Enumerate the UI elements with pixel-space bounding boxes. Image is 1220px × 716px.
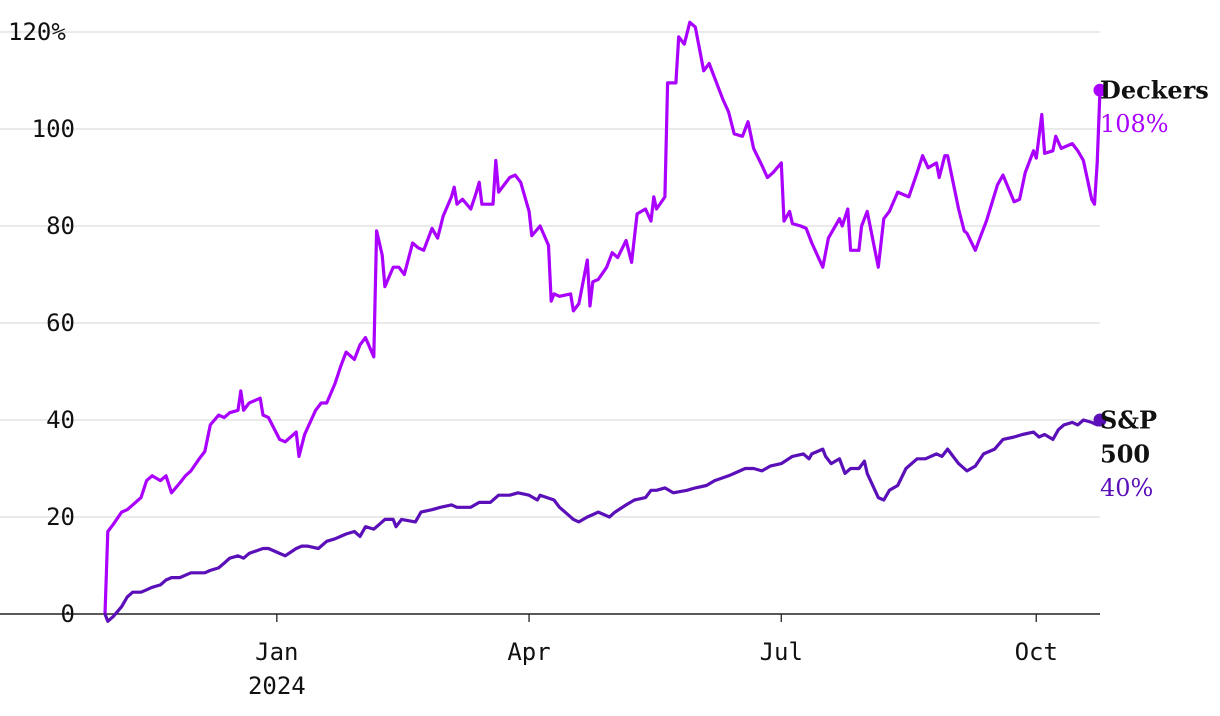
series-value-label: 108% (1100, 110, 1169, 138)
x-tick-sublabel: 2024 (248, 672, 306, 700)
series-end-labels: Deckers 108% S&P 500 40% (1100, 76, 1209, 502)
x-axis: Jan 2024 Apr Jul Oct (248, 614, 1058, 700)
series-name-label: Deckers (1100, 76, 1209, 105)
series-end-dot-deckers (1093, 83, 1107, 97)
y-tick-label: 100 (32, 115, 75, 143)
y-axis: 0 20 40 60 80 100 120% (8, 18, 75, 628)
y-tick-label: 0 (61, 600, 75, 628)
y-tick-label: 20 (46, 503, 75, 531)
x-tick-label: Apr (507, 638, 550, 666)
y-tick-label: 120% (8, 18, 66, 46)
series-end-dot-s-p-500 (1093, 413, 1107, 427)
series-name-label: 500 (1100, 440, 1150, 469)
y-tick-label: 40 (46, 406, 75, 434)
x-tick-label: Jan (255, 638, 298, 666)
series-value-label: 40% (1100, 474, 1153, 502)
series-lines (103, 20, 1107, 623)
gridlines (0, 31, 1100, 615)
y-tick-label: 80 (46, 212, 75, 240)
series-name-label: S&P (1100, 406, 1157, 435)
x-tick-label: Jul (760, 638, 803, 666)
x-tick-label: Oct (1015, 638, 1058, 666)
series-line-s-p-500 (103, 418, 1102, 623)
series-line-deckers (103, 20, 1102, 616)
y-tick-label: 60 (46, 309, 75, 337)
